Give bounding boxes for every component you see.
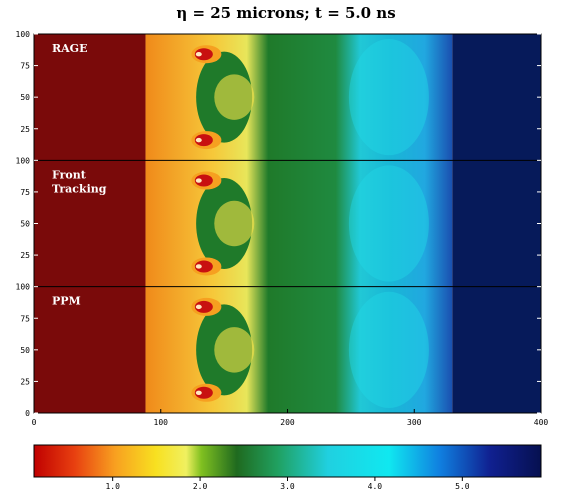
y-tick-label: 100 [16, 30, 31, 39]
y-tick-label: 25 [20, 251, 30, 260]
colorbar-tick-label: 5.0 [455, 482, 470, 491]
vortex-center [195, 178, 202, 183]
panel-1: RAGE [34, 34, 541, 161]
y-tick-label: 75 [20, 188, 30, 197]
y-tick-label: 50 [20, 346, 30, 355]
y-tick-label: 75 [20, 314, 30, 323]
dense-region [34, 34, 146, 161]
colorbar-tick-label: 3.0 [280, 482, 295, 491]
vortex-center [195, 390, 202, 395]
y-tick-label: 25 [20, 125, 30, 134]
x-tick-label: 400 [534, 418, 549, 427]
y-tick-label: 0 [25, 409, 30, 418]
low-density-region [452, 34, 541, 161]
cyan-plume [348, 39, 429, 156]
x-tick-label: 300 [407, 418, 422, 427]
vortex-center [195, 137, 202, 143]
vortex-core [194, 48, 213, 61]
x-tick-label: 100 [154, 418, 169, 427]
panel-label: RAGE [52, 42, 87, 55]
vortex-core [194, 300, 213, 313]
x-axis-ticks: 0 100 200 300 400 [32, 409, 549, 427]
colorbar-tick-label: 4.0 [368, 482, 383, 491]
dense-region [34, 286, 146, 413]
y-axis-ticks: 100 75 50 25 100 75 50 25 100 75 50 25 0 [16, 30, 541, 418]
figure-title: η = 25 microns; t = 5.0 ns [176, 4, 396, 22]
colorbar-tick-label: 2.0 [193, 482, 208, 491]
colorbar-tick-label: 1.0 [105, 482, 120, 491]
panel-label: Front [52, 168, 87, 181]
vortex-center [195, 52, 202, 57]
dense-region [34, 160, 146, 287]
vortex-core [194, 134, 213, 147]
y-tick-label: 75 [20, 62, 30, 71]
yellow-spike [214, 327, 255, 373]
vortex-center [195, 264, 202, 269]
cyan-plume [348, 165, 429, 282]
y-tick-label: 50 [20, 220, 30, 229]
low-density-region [452, 160, 541, 287]
vortex-core [194, 386, 213, 399]
vortex-center [195, 304, 202, 310]
low-density-region [452, 286, 541, 413]
vortex-core [194, 174, 213, 187]
y-tick-label: 100 [16, 283, 31, 292]
yellow-spike [214, 200, 255, 247]
vortex-core [194, 260, 213, 273]
cyan-plume [348, 291, 429, 408]
panel-label: Tracking [52, 182, 107, 195]
yellow-spike [214, 74, 255, 120]
x-tick-label: 0 [32, 418, 37, 427]
y-tick-label: 25 [20, 377, 30, 386]
colorbar [33, 444, 542, 478]
x-tick-label: 200 [280, 418, 295, 427]
colorbar-ticks: 1.0 2.0 3.0 4.0 5.0 [105, 477, 470, 491]
panel-3: PPM [34, 286, 541, 413]
panel-label: PPM [52, 295, 81, 308]
y-tick-label: 100 [16, 156, 31, 165]
y-tick-label: 50 [20, 93, 30, 102]
